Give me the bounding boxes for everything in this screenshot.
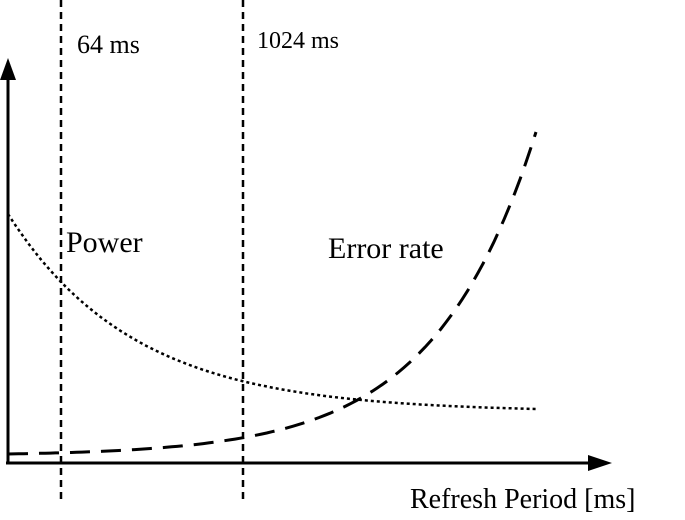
- series-line-error-rate: [7, 131, 538, 456]
- series-label-error-rate: Error rate: [328, 232, 444, 265]
- series-line-power: [6, 213, 539, 411]
- x-axis-arrow-icon: [588, 455, 612, 471]
- series-label-power: Power: [66, 226, 143, 259]
- x-axis-label: Refresh Period [ms]: [410, 484, 636, 515]
- marker-label-64ms: 64 ms: [77, 30, 140, 59]
- y-axis-arrow-icon: [0, 58, 16, 80]
- marker-label-1024ms: 1024 ms: [257, 28, 339, 54]
